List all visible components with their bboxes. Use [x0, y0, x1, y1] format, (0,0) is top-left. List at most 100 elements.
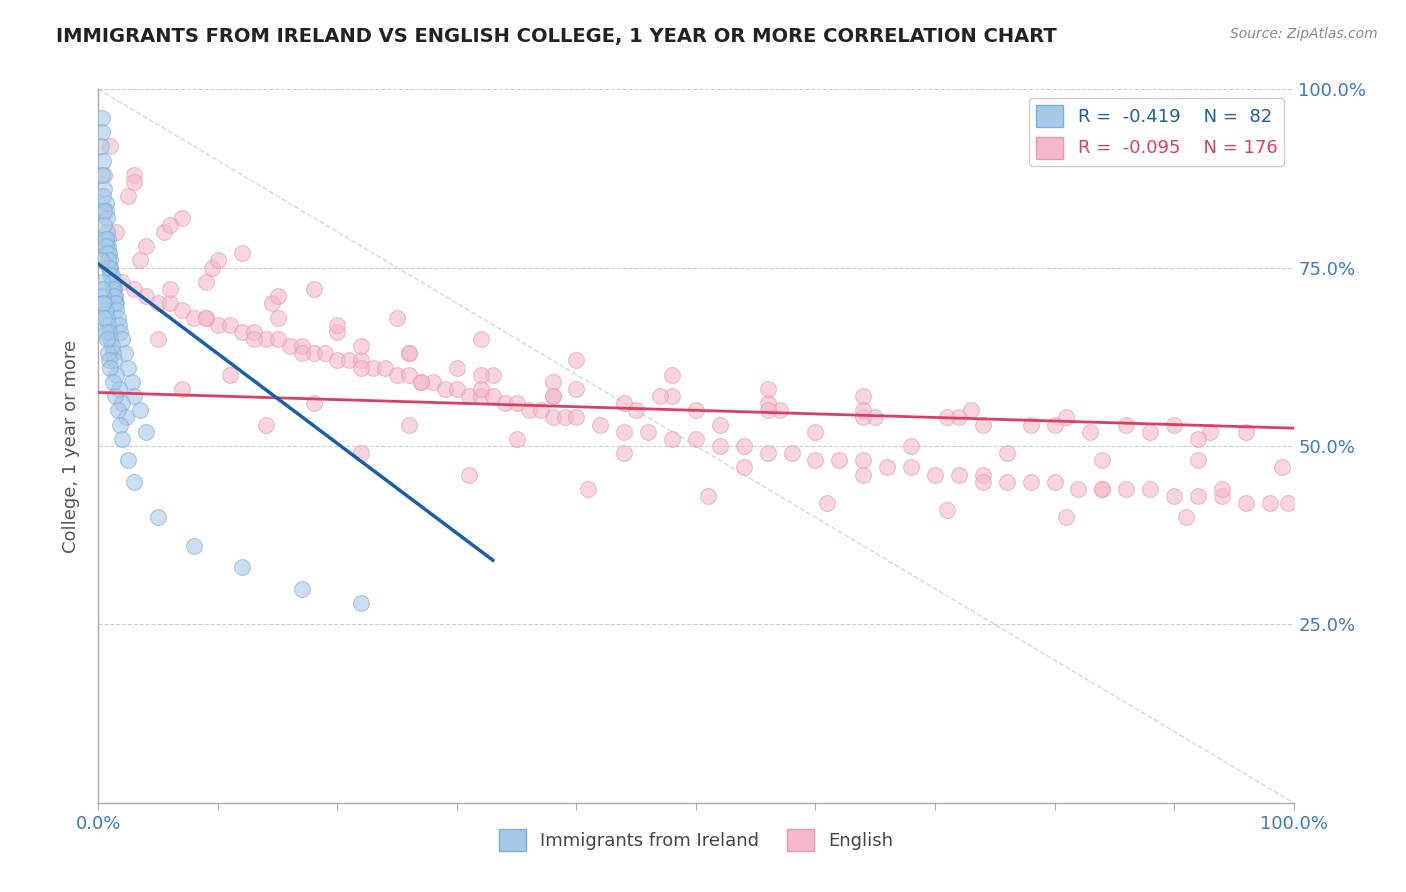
Point: [159, 282, 181, 296]
Point: [114, 346, 136, 360]
Point: [948, 467, 970, 482]
Point: [98, 246, 121, 260]
Point: [98, 260, 121, 275]
Point: [995, 446, 1018, 460]
Point: [900, 460, 922, 475]
Point: [756, 403, 779, 417]
Point: [1115, 482, 1137, 496]
Point: [756, 396, 779, 410]
Point: [260, 296, 283, 310]
Point: [94, 203, 117, 218]
Point: [302, 396, 325, 410]
Point: [91, 296, 114, 310]
Point: [100, 268, 122, 282]
Point: [685, 403, 707, 417]
Point: [108, 325, 131, 339]
Point: [107, 403, 129, 417]
Point: [267, 289, 290, 303]
Point: [291, 339, 314, 353]
Point: [159, 296, 181, 310]
Point: [104, 389, 127, 403]
Point: [254, 332, 277, 346]
Point: [231, 325, 253, 339]
Point: [363, 360, 385, 375]
Point: [231, 560, 253, 574]
Point: [470, 332, 492, 346]
Point: [470, 368, 492, 382]
Point: [541, 410, 564, 425]
Point: [804, 425, 827, 439]
Point: [1175, 510, 1198, 524]
Point: [98, 360, 122, 375]
Point: [219, 318, 242, 332]
Point: [446, 360, 468, 375]
Point: [422, 375, 444, 389]
Point: [1056, 410, 1078, 425]
Point: [278, 339, 301, 353]
Point: [900, 439, 922, 453]
Point: [661, 389, 683, 403]
Point: [91, 275, 114, 289]
Point: [458, 467, 481, 482]
Point: [972, 467, 994, 482]
Point: [97, 232, 120, 246]
Point: [326, 318, 349, 332]
Point: [1199, 425, 1222, 439]
Point: [302, 346, 325, 360]
Point: [1056, 510, 1078, 524]
Point: [117, 453, 139, 467]
Point: [91, 289, 114, 303]
Point: [506, 396, 529, 410]
Point: [107, 318, 129, 332]
Point: [936, 410, 959, 425]
Point: [1080, 425, 1102, 439]
Legend: Immigrants from Ireland, English: Immigrants from Ireland, English: [492, 822, 900, 858]
Point: [1234, 425, 1257, 439]
Point: [733, 439, 755, 453]
Point: [1139, 482, 1161, 496]
Point: [172, 382, 194, 396]
Point: [195, 275, 218, 289]
Point: [481, 389, 505, 403]
Point: [195, 310, 218, 325]
Point: [972, 475, 994, 489]
Point: [1187, 453, 1209, 467]
Point: [481, 368, 505, 382]
Point: [101, 346, 124, 360]
Point: [1067, 482, 1090, 496]
Point: [565, 382, 588, 396]
Point: [852, 453, 875, 467]
Point: [98, 332, 122, 346]
Point: [1115, 417, 1137, 432]
Point: [350, 353, 373, 368]
Point: [350, 339, 373, 353]
Point: [291, 346, 314, 360]
Point: [470, 382, 492, 396]
Point: [111, 432, 134, 446]
Point: [111, 396, 134, 410]
Point: [96, 225, 118, 239]
Point: [1234, 496, 1257, 510]
Point: [243, 325, 266, 339]
Point: [554, 410, 576, 425]
Point: [94, 232, 117, 246]
Point: [661, 368, 683, 382]
Point: [96, 211, 118, 225]
Point: [93, 203, 115, 218]
Point: [995, 475, 1018, 489]
Point: [1091, 453, 1114, 467]
Point: [815, 496, 838, 510]
Point: [100, 339, 122, 353]
Text: Source: ZipAtlas.com: Source: ZipAtlas.com: [1230, 27, 1378, 41]
Y-axis label: College, 1 year or more: College, 1 year or more: [62, 340, 80, 552]
Point: [148, 296, 170, 310]
Point: [1091, 482, 1114, 496]
Point: [231, 246, 253, 260]
Point: [733, 460, 755, 475]
Point: [1043, 417, 1066, 432]
Point: [1163, 417, 1185, 432]
Point: [315, 346, 337, 360]
Point: [972, 417, 994, 432]
Point: [105, 225, 128, 239]
Point: [107, 310, 129, 325]
